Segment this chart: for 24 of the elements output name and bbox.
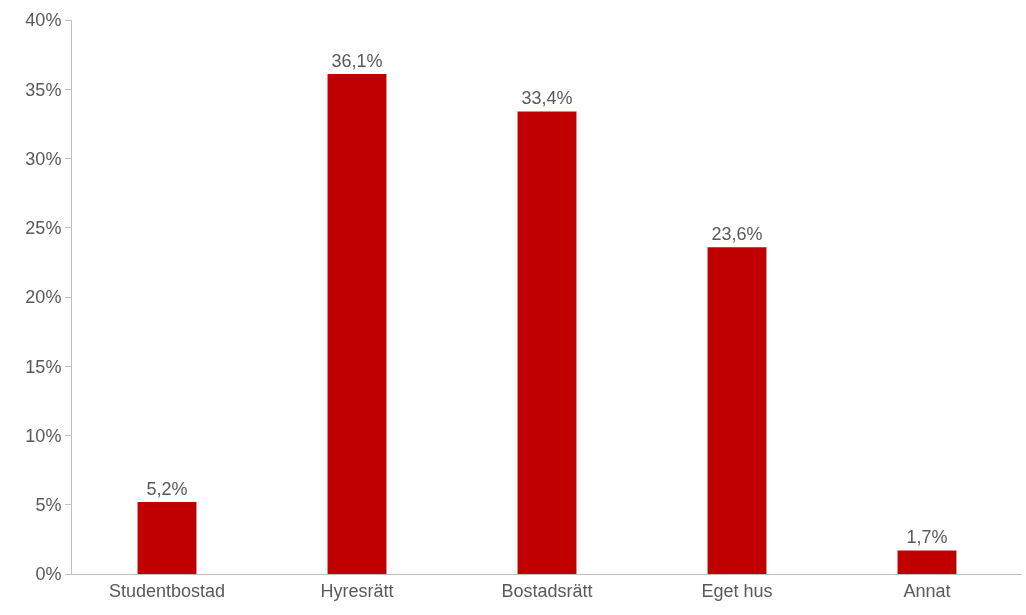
bar [517,111,577,574]
data-label: 36,1% [331,51,383,72]
y-tick-label: 20% [25,287,62,308]
y-tick-label: 15% [25,356,62,377]
y-tick-label: 40% [25,10,62,31]
x-tick-label: Bostadsrätt [501,580,593,601]
data-label: 33,4% [521,88,573,109]
y-tick-label: 30% [25,148,62,169]
data-label: 1,7% [906,527,948,548]
x-tick-label: Annat [903,580,951,601]
y-tick-label: 0% [35,564,62,585]
x-tick-label: Studentbostad [108,580,226,601]
data-label: 23,6% [711,224,763,245]
bar [137,501,197,574]
bar [707,247,767,574]
x-tick-label: Hyresrätt [320,580,394,601]
y-tick-label: 10% [25,425,62,446]
y-tick-label: 5% [35,495,62,516]
data-label: 5,2% [146,478,188,499]
bar [897,550,957,574]
y-tick-label: 25% [25,218,62,239]
y-tick-label: 35% [25,79,62,100]
x-tick-label: Eget hus [701,580,773,601]
bar [327,74,387,574]
